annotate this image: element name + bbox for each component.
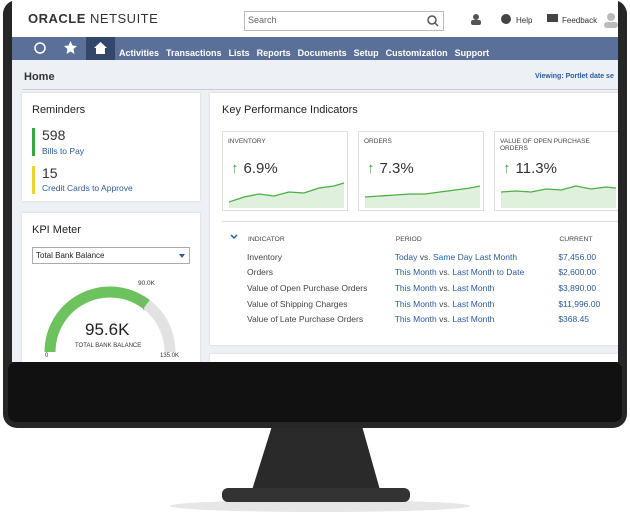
table-row: Orders This Month vs. Last Month to Date $…: [247, 265, 618, 281]
nav-item[interactable]: Lists: [228, 48, 250, 58]
column-header: PERIOD: [395, 235, 422, 243]
column-header: INDICATOR: [248, 235, 285, 243]
kpi-tile-value-text: 6.9%: [243, 160, 278, 177]
sparkline: [365, 185, 481, 208]
search[interactable]: Search: [244, 11, 444, 31]
current[interactable]: $11,996.00: [558, 298, 601, 309]
nav-item[interactable]: Reports: [256, 48, 291, 58]
kpi-tile-value-text: 7.3%: [379, 160, 414, 177]
period-link[interactable]: Same Day Last Month: [433, 251, 518, 262]
reminders-card: Reminders 598 Bills to Pay 15 Credit Car…: [22, 93, 200, 201]
kpi-tile-label: VALUE OF OPEN PURCHASE ORDERS: [500, 138, 590, 152]
table-row: Inventory Today vs. Same Day Last Month $7…: [247, 249, 618, 265]
help[interactable]: Help: [516, 16, 533, 25]
screen: ORACLE NETSUITE Search Help Feedback Act…: [12, 0, 618, 362]
current[interactable]: $7,456.00: [558, 251, 597, 262]
indicator: Value of Open Purchase Orders: [247, 282, 368, 293]
gauge-value: 95.6K: [85, 320, 130, 339]
period-link[interactable]: Last Month: [452, 298, 495, 309]
gauge-caption: TOTAL BANK BALANCE: [75, 343, 142, 349]
period: This Month vs. Last Month to Date: [395, 265, 559, 281]
nav-item[interactable]: Documents: [297, 48, 347, 58]
nav-item[interactable]: Activities: [119, 48, 160, 58]
logo: NETSUITE: [90, 11, 159, 26]
period-link[interactable]: Today: [394, 251, 418, 262]
nav-item[interactable]: Transactions: [166, 48, 222, 58]
kpi-table: INDICATOR PERIOD CURRENT Inventory Today vs.…: [247, 229, 618, 327]
period-vs: vs.: [439, 298, 450, 309]
period-link[interactable]: Last Month to Date: [452, 267, 525, 278]
kpi-tile-value: ↑ 6.9%: [231, 160, 278, 177]
kpi-tile[interactable]: VALUE OF OPEN PURCHASE ORDERS ↑ 11.3%: [494, 131, 618, 211]
nav-item[interactable]: Support: [454, 48, 490, 58]
feedback[interactable]: Feedback: [562, 16, 598, 25]
reminder-count: 598: [42, 127, 66, 143]
indicator: Orders: [247, 267, 273, 278]
kpi-tile[interactable]: ORDERS ↑ 7.3%: [358, 131, 484, 211]
card-title: Key Performance Indicators: [222, 104, 358, 116]
nav-item[interactable]: Customization: [385, 48, 448, 58]
sparkline: [501, 185, 617, 208]
gauge: [44, 286, 176, 353]
kpi-tile[interactable]: INVENTORY ↑ 6.9%: [222, 131, 348, 211]
gauge-max: 135.0K: [160, 353, 180, 359]
reminder-label[interactable]: Bills to Pay: [42, 146, 85, 156]
viewing: Viewing: Portlet date se: [535, 73, 614, 80]
period-link[interactable]: Last Month: [452, 314, 495, 325]
sparkline: [229, 182, 345, 208]
current[interactable]: $2,600.00: [558, 267, 597, 278]
select[interactable]: Total Bank Balance: [32, 247, 190, 264]
current[interactable]: $3,890.00: [558, 282, 597, 293]
kpi-meter-card: KPI Meter Total Bank Balance 90.0K 95.6K…: [22, 213, 200, 362]
nav-item[interactable]: Setup: [353, 48, 379, 58]
period-vs: vs.: [419, 251, 431, 262]
card-title: Reminders: [32, 104, 86, 116]
period-link[interactable]: This Month: [394, 282, 437, 293]
table-row: Value of Late Purchase Orders This Month …: [247, 311, 618, 327]
search-placeholder: Search: [248, 15, 277, 25]
period-vs: vs.: [439, 267, 450, 278]
period: This Month vs. Last Month: [395, 280, 559, 296]
user-icon[interactable]: [470, 13, 484, 25]
kpi-tile-label: ORDERS: [364, 138, 392, 145]
header: ORACLE NETSUITE Search Help Feedback: [12, 0, 618, 37]
period: This Month vs. Last Month: [395, 311, 559, 327]
period-link[interactable]: This Month: [394, 314, 437, 325]
reminder-count: 15: [42, 165, 58, 181]
kpi-tile-value-text: 11.3%: [515, 160, 557, 177]
period-link[interactable]: This Month: [394, 267, 437, 278]
current[interactable]: $368.45: [558, 314, 590, 325]
kpi-tile-value: ↑ 7.3%: [367, 160, 414, 177]
select-value: Total Bank Balance: [36, 251, 105, 260]
page-title: Home: [24, 71, 55, 83]
card-title: KPI Meter: [32, 224, 81, 236]
table-row: Value of Open Purchase Orders This Month …: [247, 280, 618, 296]
table-row: Value of Shipping Charges This Month vs. …: [247, 296, 618, 312]
gauge-min: 0: [45, 353, 49, 359]
kpi-tile-label: INVENTORY: [228, 138, 266, 145]
period-link[interactable]: This Month: [394, 298, 437, 309]
column-header: CURRENT: [559, 235, 593, 243]
table-header: INDICATOR PERIOD CURRENT: [247, 229, 618, 249]
nav-bar: Activities Transactions Lists Reports Docume…: [12, 37, 618, 60]
period-link[interactable]: Last Month: [452, 282, 495, 293]
reminder-label[interactable]: Credit Cards to Approve: [42, 183, 133, 193]
indicator: Value of Late Purchase Orders: [247, 314, 364, 325]
period: Today vs. Same Day Last Month: [395, 249, 559, 265]
indicator: Value of Shipping Charges: [247, 298, 348, 309]
period-vs: vs.: [439, 314, 450, 325]
logo: ORACLE: [28, 11, 86, 26]
period-vs: vs.: [439, 282, 450, 293]
kpi-card: Key Performance Indicators INVENTORY ↑ 6.9…: [210, 93, 618, 345]
gauge-target: 90.0K: [138, 280, 155, 287]
indicator: Inventory: [247, 251, 282, 262]
kpi-tile-value: ↑ 11.3%: [503, 160, 557, 177]
period: This Month vs. Last Month: [395, 296, 559, 312]
